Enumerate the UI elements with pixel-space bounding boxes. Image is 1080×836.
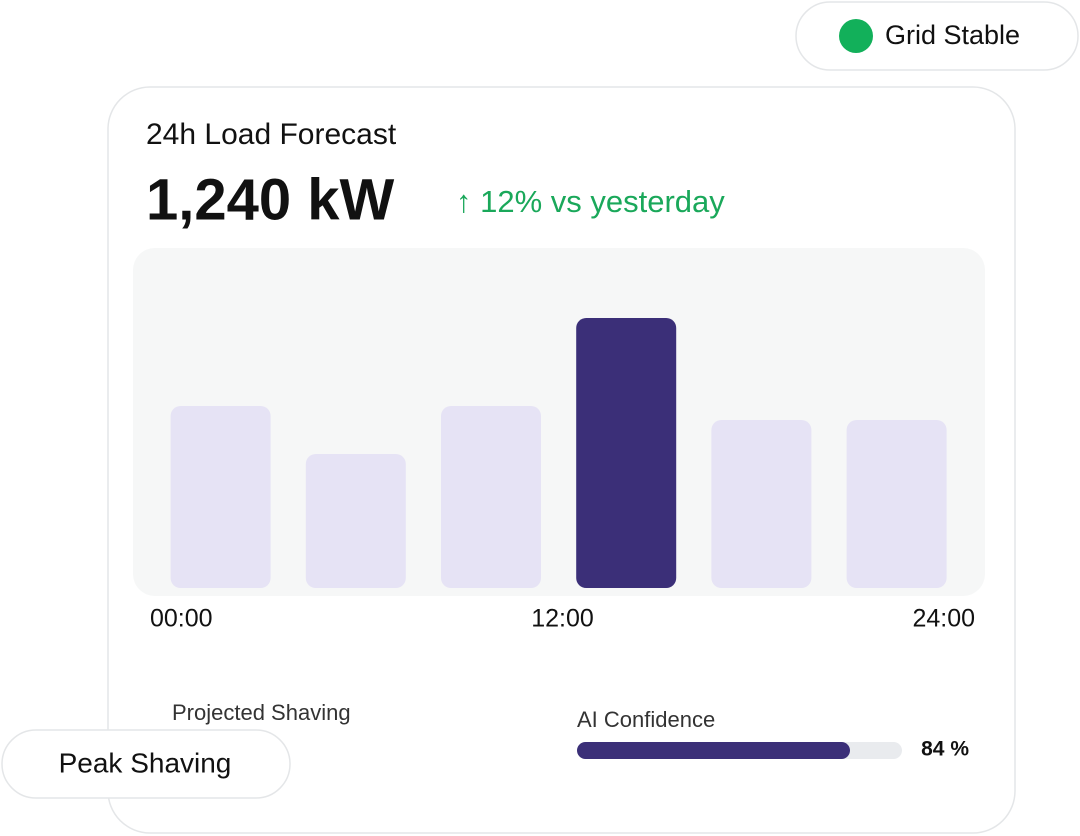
confidence-value-label: 84 %: [921, 738, 969, 761]
confidence-label: AI Confidence: [577, 707, 715, 732]
status-badge: [795, 1, 1079, 71]
headline-value: 1,240 kW: [146, 167, 395, 232]
bar: [711, 420, 812, 588]
status-dot: [839, 19, 873, 53]
x-tick-label: 00:00: [150, 605, 213, 633]
floating-badge: [1, 729, 291, 799]
bar: [170, 406, 271, 588]
bar: [846, 420, 947, 588]
shaving-label: Projected Shaving: [172, 700, 351, 725]
card-title: 24h Load Forecast: [146, 118, 397, 151]
change-indicator: ↑ 12% vs yesterday: [456, 184, 725, 219]
bar: [441, 406, 541, 588]
x-tick-label: 24:00: [912, 605, 975, 633]
status-text: Grid Stable: [885, 20, 1020, 50]
x-tick-label: 12:00: [531, 605, 594, 633]
floating-badge-text: Peak Shaving: [59, 747, 232, 778]
bar: [305, 454, 406, 588]
confidence-fill: [577, 742, 850, 759]
bar: [576, 318, 677, 588]
